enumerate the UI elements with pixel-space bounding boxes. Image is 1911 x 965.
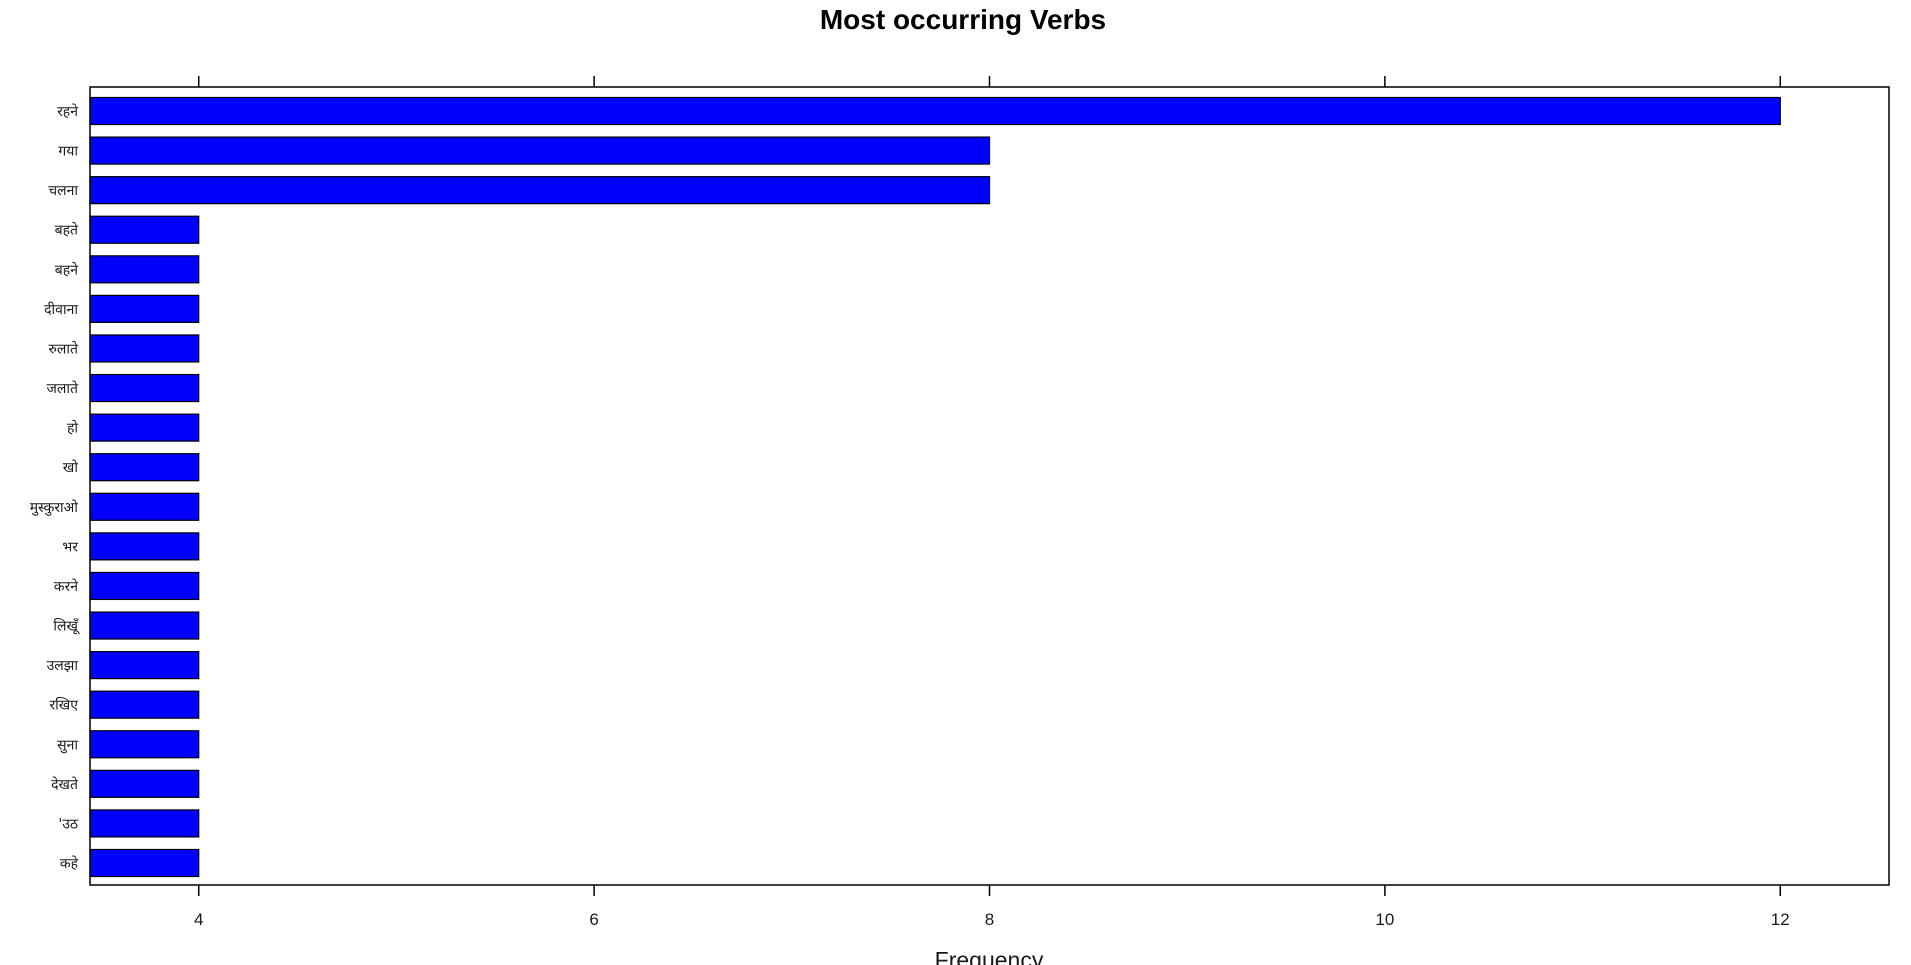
- category-label: भर: [62, 539, 78, 555]
- bars-group: [89, 96, 1781, 878]
- bar: [89, 334, 200, 363]
- bar: [89, 690, 200, 719]
- bar: [89, 255, 200, 284]
- bar: [89, 611, 200, 640]
- category-label: देखते: [51, 776, 79, 793]
- category-label: रखिए: [49, 697, 78, 714]
- bar: [89, 373, 200, 403]
- category-label: रहने: [57, 103, 78, 120]
- category-label: उलझा: [47, 658, 79, 674]
- bar: [89, 769, 200, 798]
- bar: [89, 215, 200, 244]
- x-tick-label: 10: [1375, 910, 1394, 929]
- category-label: दीवाना: [44, 301, 78, 318]
- x-axis-ticks: 4 6 8 10 12: [194, 76, 1790, 929]
- chart-title: Most occurring Verbs: [820, 4, 1106, 35]
- category-label: चलना: [48, 183, 78, 199]
- bar: [89, 651, 200, 680]
- bar: [89, 136, 991, 165]
- category-label: हो: [67, 420, 78, 437]
- bar: [89, 848, 200, 878]
- bar: [89, 571, 200, 601]
- category-label: खो: [63, 459, 78, 476]
- bar: [89, 453, 200, 482]
- category-label: बहने: [55, 261, 78, 278]
- bar: [89, 809, 200, 838]
- category-label: लिखूँ: [53, 618, 80, 635]
- category-label: रुलाते: [49, 340, 79, 357]
- x-tick-label: 8: [985, 910, 994, 929]
- category-labels: रहने गया चलना बहते बहने दीवाना रुलाते जलाते हो खो…: [30, 103, 80, 872]
- bar: [89, 730, 200, 759]
- bar: [89, 492, 200, 521]
- bar: [89, 532, 200, 561]
- category-label: बहते: [55, 222, 79, 239]
- category-label: करने: [54, 578, 78, 595]
- category-label: मुस्कुराओ: [30, 499, 79, 516]
- x-tick-label: 4: [194, 910, 203, 929]
- category-label: कहे: [60, 855, 79, 872]
- x-axis-title: Frequency: [935, 947, 1044, 965]
- x-tick-label: 6: [589, 910, 598, 929]
- plot-frame: [89, 86, 1890, 886]
- category-label: जलाते: [47, 380, 80, 397]
- bar: [89, 294, 200, 323]
- bar: [89, 96, 1781, 126]
- bar: [89, 413, 200, 442]
- x-tick-label: 12: [1771, 910, 1790, 929]
- category-label: 'उठ: [58, 816, 79, 832]
- category-label: गया: [58, 144, 78, 160]
- category-label: सुना: [57, 737, 78, 753]
- bar: [89, 176, 991, 205]
